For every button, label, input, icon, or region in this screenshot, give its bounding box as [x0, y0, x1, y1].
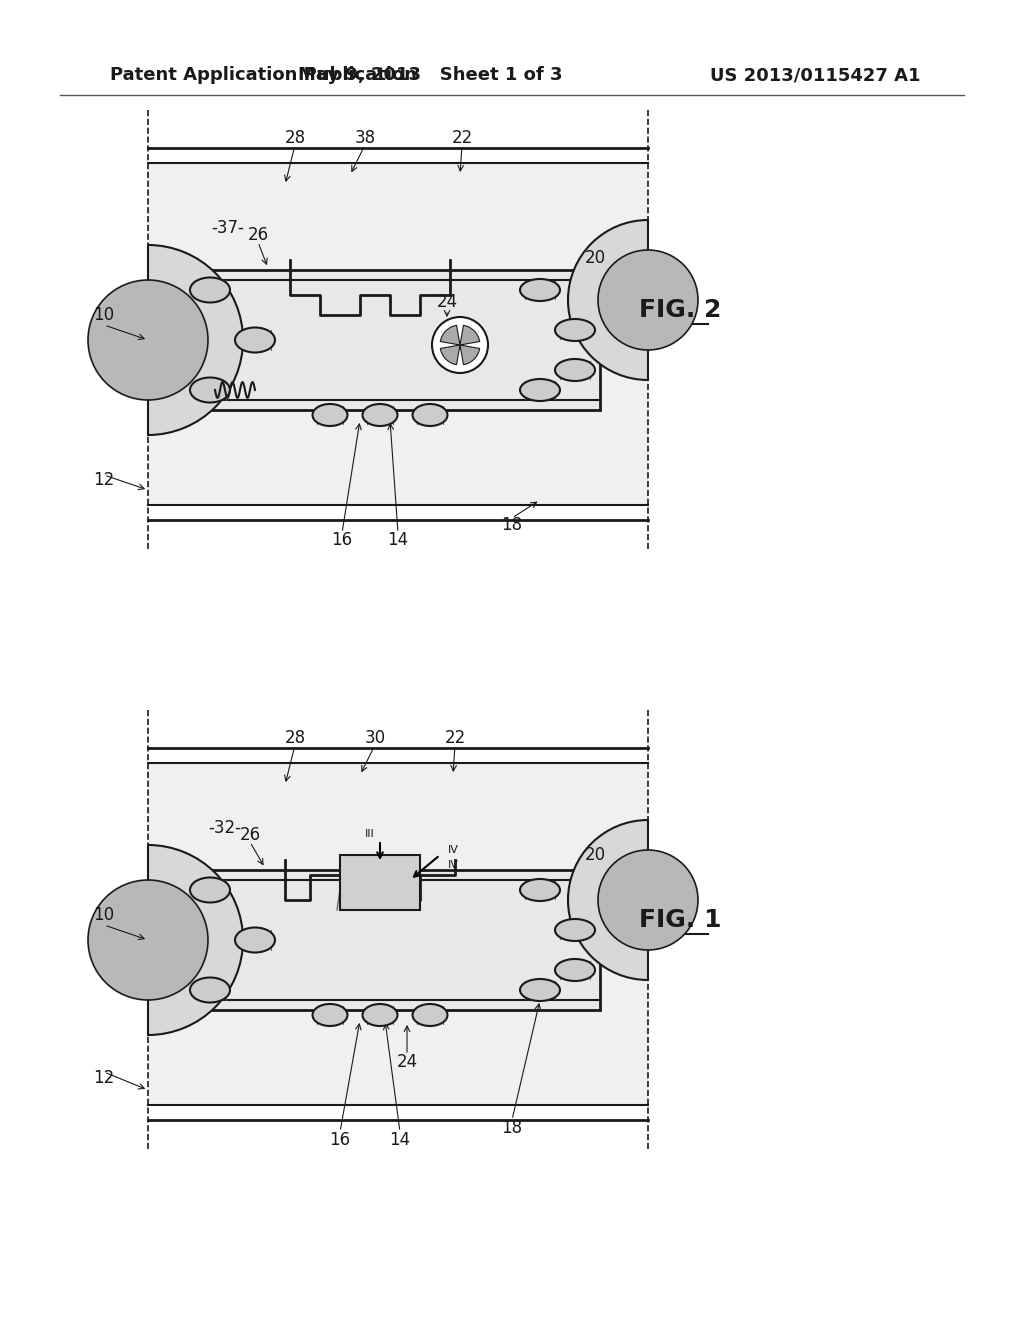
Text: 18: 18	[502, 1119, 522, 1137]
Text: 24: 24	[436, 293, 458, 312]
Ellipse shape	[555, 319, 595, 341]
Ellipse shape	[362, 1005, 397, 1026]
Ellipse shape	[312, 1005, 347, 1026]
Circle shape	[432, 317, 488, 374]
Text: IV: IV	[449, 845, 459, 855]
Text: 14: 14	[387, 531, 409, 549]
Circle shape	[598, 249, 698, 350]
Bar	[170, 271, 600, 411]
Wedge shape	[568, 820, 648, 979]
Bar	[148, 763, 648, 1105]
Ellipse shape	[520, 379, 560, 401]
Wedge shape	[148, 845, 243, 1035]
Ellipse shape	[190, 378, 230, 403]
Text: 16: 16	[330, 1131, 350, 1148]
Ellipse shape	[234, 327, 275, 352]
Ellipse shape	[520, 879, 560, 902]
Wedge shape	[460, 325, 479, 345]
Ellipse shape	[234, 928, 275, 953]
Text: III: III	[366, 829, 375, 840]
Text: -32-: -32-	[209, 818, 242, 837]
Ellipse shape	[190, 878, 230, 903]
Text: 26: 26	[240, 826, 260, 843]
Ellipse shape	[413, 1005, 447, 1026]
Text: 20: 20	[585, 249, 605, 267]
Text: US 2013/0115427 A1: US 2013/0115427 A1	[710, 66, 920, 84]
Circle shape	[88, 280, 208, 400]
Text: 10: 10	[93, 906, 115, 924]
Ellipse shape	[555, 359, 595, 381]
Bar	[340, 855, 420, 909]
Ellipse shape	[190, 277, 230, 302]
Text: 18: 18	[502, 516, 522, 535]
Text: IV: IV	[449, 861, 459, 870]
Bar	[148, 162, 648, 506]
Text: Patent Application Publication: Patent Application Publication	[110, 66, 417, 84]
Text: 24: 24	[396, 1053, 418, 1071]
Text: -37-: -37-	[212, 219, 245, 238]
Text: 10: 10	[93, 306, 115, 323]
Ellipse shape	[555, 919, 595, 941]
Ellipse shape	[520, 979, 560, 1001]
Text: 16: 16	[332, 531, 352, 549]
Wedge shape	[440, 325, 460, 345]
Wedge shape	[460, 345, 479, 364]
Text: FIG. 2: FIG. 2	[639, 298, 721, 322]
Text: 22: 22	[452, 129, 473, 147]
Text: May 9, 2013   Sheet 1 of 3: May 9, 2013 Sheet 1 of 3	[298, 66, 562, 84]
Ellipse shape	[413, 404, 447, 426]
Bar	[170, 870, 600, 1010]
Ellipse shape	[520, 279, 560, 301]
Text: 26: 26	[248, 226, 268, 244]
Text: 38: 38	[354, 129, 376, 147]
Ellipse shape	[312, 404, 347, 426]
Text: 20: 20	[585, 846, 605, 865]
Circle shape	[598, 850, 698, 950]
Text: 28: 28	[285, 729, 305, 747]
Text: 12: 12	[93, 1069, 115, 1086]
Text: FIG. 1: FIG. 1	[639, 908, 721, 932]
Text: 14: 14	[389, 1131, 411, 1148]
Ellipse shape	[190, 978, 230, 1002]
Wedge shape	[440, 345, 460, 364]
Text: 30: 30	[365, 729, 386, 747]
Wedge shape	[148, 246, 243, 436]
Text: 28: 28	[285, 129, 305, 147]
Ellipse shape	[362, 404, 397, 426]
Ellipse shape	[555, 960, 595, 981]
Circle shape	[88, 880, 208, 1001]
Wedge shape	[568, 220, 648, 380]
Text: 22: 22	[444, 729, 466, 747]
Text: 12: 12	[93, 471, 115, 488]
